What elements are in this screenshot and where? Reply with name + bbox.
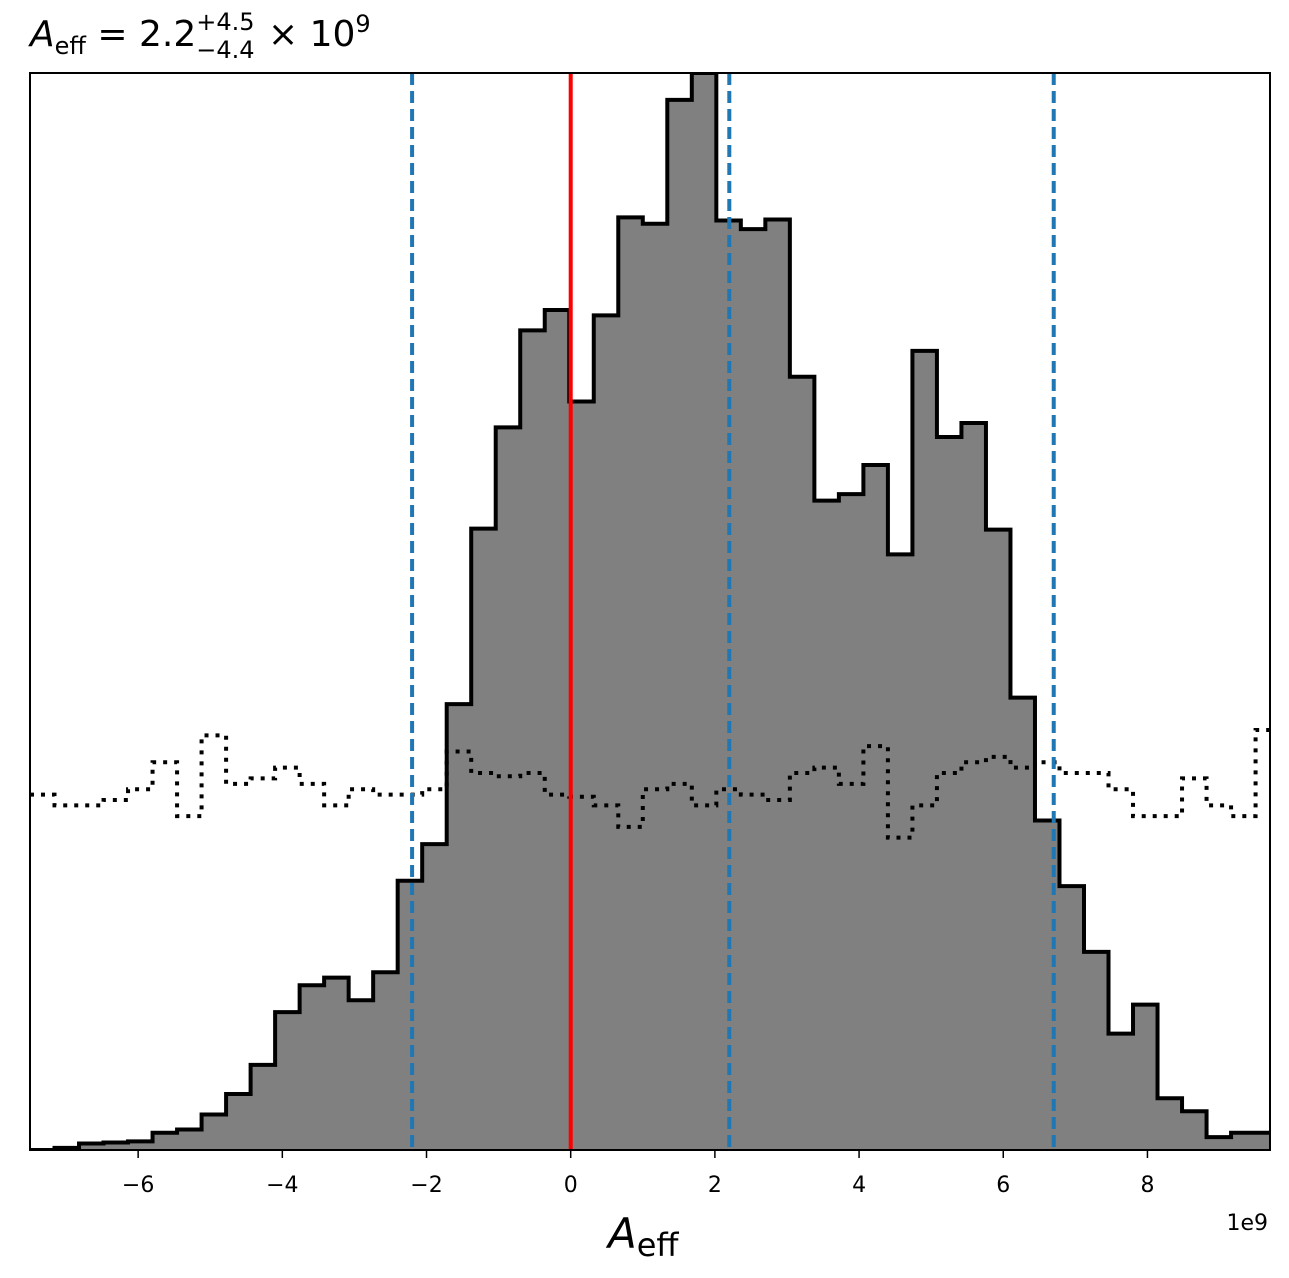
posterior-bar <box>1084 951 1110 1150</box>
posterior-bar <box>79 1143 105 1150</box>
posterior-bar <box>569 401 595 1150</box>
title-equals: = <box>86 14 139 55</box>
posterior-bar <box>520 330 546 1150</box>
posterior-bar <box>1206 1137 1232 1150</box>
posterior-bar <box>324 977 350 1150</box>
title-symbol-sub: eff <box>55 32 87 60</box>
posterior-bar <box>593 315 619 1150</box>
posterior-bar <box>740 229 766 1150</box>
posterior-bar <box>1182 1111 1208 1150</box>
posterior-bar <box>128 1141 154 1150</box>
posterior-bar <box>961 423 987 1150</box>
posterior-bar <box>985 529 1012 1150</box>
posterior-bar <box>373 972 399 1150</box>
posterior-bar <box>691 73 717 1150</box>
title-err-plus: +4.5 <box>196 8 254 36</box>
title-exponent: 9 <box>355 10 370 38</box>
posterior-bar <box>1231 1132 1257 1150</box>
posterior-bar <box>103 1142 129 1150</box>
x-tick-label: −2 <box>410 1173 442 1198</box>
posterior-bar <box>471 528 497 1150</box>
x-tick-label: −4 <box>266 1173 298 1198</box>
posterior-bar <box>1157 1098 1183 1150</box>
posterior-bar <box>667 99 693 1150</box>
title-times: × 10 <box>257 14 356 55</box>
posterior-bar <box>544 309 570 1150</box>
posterior-bar <box>789 376 815 1150</box>
posterior-bar <box>838 494 864 1150</box>
posterior-bar <box>863 465 889 1150</box>
xlabel-symbol: A <box>605 1209 637 1258</box>
title-symbol: A <box>28 14 55 55</box>
posterior-bar <box>299 985 325 1150</box>
posterior-bar <box>1034 820 1061 1150</box>
posterior-bar <box>275 1012 301 1150</box>
posterior-outline <box>30 73 1270 1150</box>
posterior-bar <box>446 704 472 1150</box>
posterior-bar <box>1255 1132 1270 1150</box>
x-tick-label: 4 <box>852 1173 866 1198</box>
plot-frame <box>29 72 1271 1151</box>
title-median: 2.2 <box>139 14 196 55</box>
posterior-bar <box>765 219 791 1150</box>
posterior-bar <box>1133 1004 1159 1150</box>
posterior-bar <box>1010 697 1036 1150</box>
x-tick-label: 6 <box>996 1173 1010 1198</box>
xlabel-sub: eff <box>637 1226 680 1264</box>
posterior-bar <box>201 1114 227 1150</box>
plot-area: −6 −4 −2 0 2 4 6 8 <box>29 72 1271 1198</box>
chart-title: Aeff = 2.2+4.5 −4.4 × 109 <box>28 8 371 64</box>
x-tick-label: −6 <box>122 1173 154 1198</box>
x-axis-offset-label: 1e9 <box>1226 1211 1268 1236</box>
posterior-bar <box>250 1064 276 1150</box>
posterior-bar <box>177 1129 203 1150</box>
posterior-bar <box>1059 886 1085 1150</box>
posterior-bar <box>814 500 840 1150</box>
x-tick-label: 2 <box>708 1173 722 1198</box>
posterior-bar <box>936 437 963 1150</box>
posterior-bar <box>618 217 644 1150</box>
x-tick-label: 0 <box>564 1173 578 1198</box>
title-err-minus: −4.4 <box>196 36 254 64</box>
posterior-bar <box>887 554 914 1150</box>
x-axis-label: Aeff <box>605 1209 679 1264</box>
posterior-bar <box>422 844 448 1150</box>
posterior-bar <box>495 427 521 1150</box>
x-tick-label: 8 <box>1140 1173 1154 1198</box>
posterior-bar <box>226 1093 252 1150</box>
posterior-bar <box>642 223 668 1150</box>
posterior-bar <box>348 1000 374 1150</box>
posterior-bar <box>1108 1033 1134 1150</box>
posterior-bar <box>912 350 938 1150</box>
posterior-bar <box>152 1132 178 1150</box>
